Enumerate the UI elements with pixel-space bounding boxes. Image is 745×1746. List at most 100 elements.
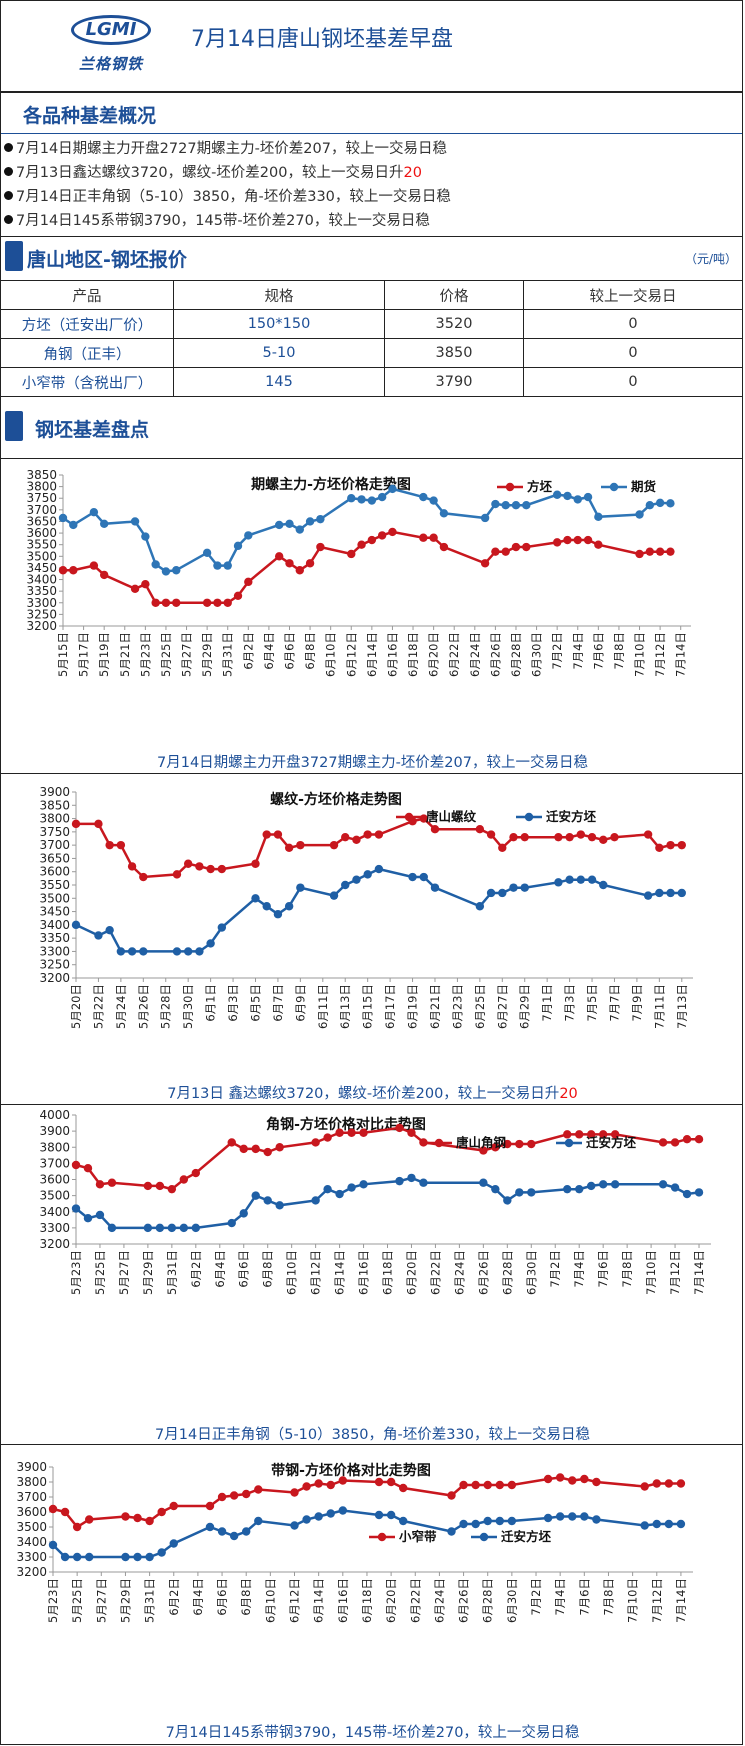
data-point	[395, 1176, 404, 1186]
chart-caption: 7月14日期螺主力开盘3727期螺主力-坯价差207，较上一交易日稳	[157, 755, 588, 771]
x-tick-label: 5月31日	[165, 1250, 179, 1295]
summary-item: 7月14日期螺主力开盘2727期螺主力-坯价差207，较上一交易日稳	[4, 137, 451, 161]
data-point	[314, 1512, 323, 1521]
data-point	[71, 920, 81, 930]
page-title: 7月14日唐山钢坯基差早盘	[191, 27, 453, 52]
data-point	[179, 1223, 189, 1233]
data-point	[407, 1173, 416, 1183]
x-tick-label: 5月27日	[117, 1250, 131, 1295]
data-point	[363, 870, 372, 879]
data-point	[491, 499, 500, 509]
x-tick-label: 6月4日	[262, 632, 276, 670]
chart-2-panel: 3200 3250 3300 3350 3400 3450 3500 3550 3600 3650…	[0, 773, 743, 1105]
data-point	[676, 1479, 686, 1488]
data-point	[251, 859, 260, 868]
data-point	[522, 501, 531, 510]
data-point	[486, 888, 496, 898]
section-marker	[5, 411, 23, 441]
x-tick-label: 5月31日	[221, 632, 235, 677]
data-point	[398, 1483, 408, 1493]
x-tick-label: 7月12日	[653, 632, 667, 677]
x-tick-label: 6月26日	[488, 632, 502, 677]
data-point	[503, 1139, 512, 1149]
data-point	[161, 567, 171, 576]
data-point	[610, 832, 619, 842]
cell-spec: 5-10	[173, 338, 385, 368]
data-point	[471, 1480, 480, 1490]
chart-title: 螺纹-方坯价格走势图	[270, 791, 402, 808]
x-tick-label: 6月25日	[473, 984, 487, 1029]
x-tick-label: 7月6日	[596, 1250, 610, 1288]
y-tick-label: 3800	[16, 1475, 47, 1489]
cell-product: 方坯（迁安出厂价）	[0, 309, 174, 339]
data-point	[377, 492, 387, 502]
data-point	[72, 1522, 82, 1532]
chart-3-panel: 3200 3300 3400 3500 3600 3700 3800 3900 4000 5月23…	[0, 1104, 743, 1445]
y-tick-label: 3550	[26, 538, 57, 552]
data-point	[254, 1516, 263, 1526]
x-tick-label: 6月14日	[365, 632, 379, 677]
data-point	[145, 1516, 154, 1526]
data-point	[326, 1480, 335, 1490]
data-point	[217, 1492, 227, 1502]
data-point	[573, 495, 582, 504]
table-row: 方坯（迁安出厂价） 150*150 3520 0	[0, 309, 743, 339]
data-point	[475, 825, 485, 834]
x-tick-label: 7月14日	[674, 1578, 688, 1623]
chart-title: 期螺主力-方坯价格走势图	[251, 476, 411, 493]
data-point	[83, 1164, 93, 1173]
y-tick-label: 3350	[39, 931, 70, 945]
y-tick-label: 3900	[39, 1124, 70, 1138]
data-point	[329, 840, 339, 850]
data-point	[374, 1477, 384, 1487]
data-point	[509, 832, 518, 842]
data-point	[554, 878, 563, 887]
y-tick-label: 3200	[26, 619, 57, 633]
legend-label: 小窄带	[398, 1529, 437, 1544]
data-point	[682, 1134, 692, 1144]
data-point	[666, 888, 675, 898]
data-point	[217, 1527, 227, 1536]
data-point	[527, 1188, 536, 1197]
chart-angle-billet: 3200 3300 3400 3500 3600 3700 3800 3900 4000 5月23…	[39, 1108, 711, 1295]
y-tick-label: 3350	[26, 584, 57, 598]
unit-label: （元/吨）	[684, 252, 737, 266]
cell-spec: 150*150	[173, 309, 385, 339]
data-point	[206, 939, 215, 948]
y-tick-label: 3800	[26, 480, 57, 494]
data-point	[395, 1123, 404, 1133]
data-point	[610, 1130, 620, 1139]
data-point	[161, 598, 171, 607]
data-point	[105, 840, 114, 850]
data-point	[133, 1552, 142, 1562]
data-point	[48, 1540, 58, 1550]
data-point	[206, 864, 215, 874]
y-tick-label: 3750	[26, 491, 57, 505]
x-tick-label: 7月4日	[553, 1578, 567, 1616]
x-tick-label: 6月3日	[226, 984, 240, 1022]
x-tick-label: 6月16日	[385, 632, 399, 677]
data-point	[694, 1188, 704, 1197]
x-tick-label: 5月23日	[138, 632, 152, 677]
data-point	[179, 1175, 189, 1184]
x-tick-label: 6月13日	[338, 984, 352, 1029]
data-point	[583, 492, 593, 502]
data-point	[377, 531, 387, 540]
data-point	[471, 1519, 480, 1529]
x-tick-label: 6月22日	[408, 1578, 422, 1623]
x-tick-label: 6月4日	[213, 1250, 227, 1288]
legend-marker	[505, 482, 515, 492]
legend-label: 唐山角钢	[456, 1135, 506, 1150]
data-point	[202, 598, 212, 607]
data-point	[386, 1510, 396, 1520]
report-header: LGMI 兰格钢铁 7月14日唐山钢坯基差早盘	[0, 0, 743, 92]
data-point	[676, 1519, 686, 1529]
y-tick-label: 3850	[26, 468, 57, 482]
data-point	[563, 535, 572, 545]
data-point	[296, 840, 305, 850]
y-tick-label: 3500	[26, 549, 57, 563]
x-tick-label: 6月16日	[336, 1578, 350, 1623]
data-point	[229, 1491, 239, 1500]
chart-1-panel: 3200 3250 3300 3350 3400 3450 3500 3550 3600 3650…	[0, 459, 743, 774]
data-point	[167, 1184, 177, 1194]
